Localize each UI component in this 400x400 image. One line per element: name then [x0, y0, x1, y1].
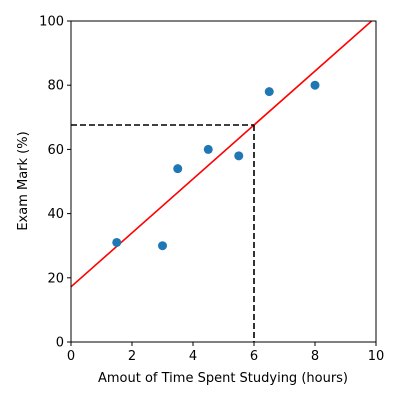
x-axis-label: Amout of Time Spent Studying (hours)	[98, 371, 348, 386]
y-tick-label: 40	[47, 207, 64, 222]
data-point	[173, 164, 183, 174]
x-tick-label: 2	[128, 349, 136, 364]
y-tick-label: 100	[39, 15, 64, 30]
data-point	[203, 144, 213, 154]
data-point	[234, 151, 244, 161]
axes-frame	[70, 20, 377, 343]
y-tick-label: 0	[56, 336, 64, 351]
x-tick-label: 0	[67, 349, 75, 364]
regression-line	[71, 21, 373, 288]
y-tick-label: 20	[47, 271, 64, 286]
x-tick-label: 10	[368, 349, 385, 364]
y-axis-label: Exam Mark (%)	[16, 131, 31, 230]
data-point	[158, 241, 167, 251]
y-tick-label: 60	[47, 143, 64, 158]
data-point	[310, 80, 320, 90]
x-tick-label: 4	[189, 349, 197, 364]
y-tick-label: 80	[47, 79, 64, 94]
data-point	[112, 237, 122, 247]
x-tick-label: 6	[250, 349, 258, 364]
x-tick-label: 8	[311, 349, 319, 364]
data-point	[264, 87, 274, 97]
